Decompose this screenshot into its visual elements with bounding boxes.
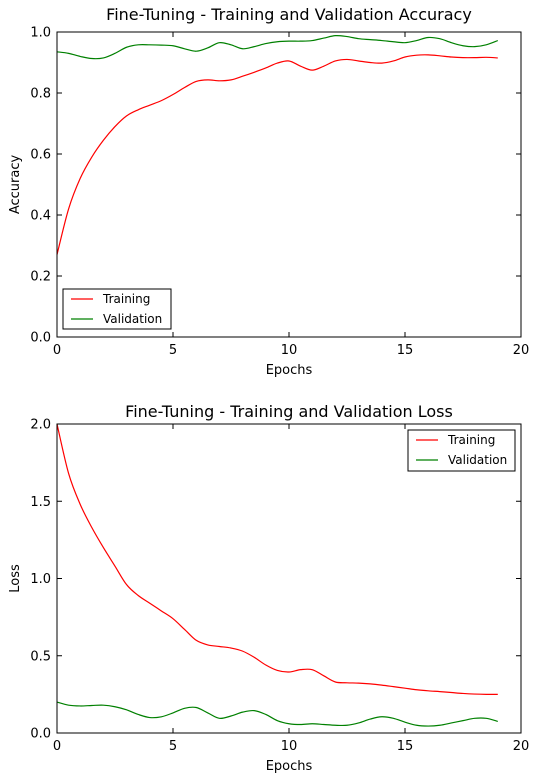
- y-tick-label: 0.0: [30, 727, 51, 742]
- chart-title: Fine-Tuning - Training and Validation Lo…: [125, 402, 453, 421]
- x-tick-label: 0: [53, 739, 61, 754]
- y-tick-label: 1.5: [30, 495, 51, 510]
- y-tick-label: 0.0: [30, 331, 51, 346]
- legend-entry-training: Training: [102, 292, 150, 306]
- x-tick-label: 20: [513, 343, 530, 358]
- series-line-validation: [56, 701, 498, 727]
- y-tick-label: 0.5: [30, 649, 51, 664]
- x-tick-label: 10: [281, 343, 298, 358]
- legend-box: [407, 429, 516, 472]
- accuracy-chart: Fine-Tuning - Training and Validation Ac…: [8, 5, 529, 378]
- legend: Training Validation: [407, 429, 516, 472]
- legend-entry-validation: Validation: [448, 453, 507, 467]
- series-line-validation: [56, 35, 499, 60]
- loss-chart: Fine-Tuning - Training and Validation Lo…: [8, 402, 529, 774]
- x-tick-label: 20: [513, 739, 530, 754]
- x-tick-label: 5: [169, 739, 177, 754]
- y-tick-label: 0.4: [30, 209, 51, 224]
- series-line-training: [56, 423, 498, 696]
- y-axis-label: Accuracy: [8, 155, 23, 215]
- chart-title: Fine-Tuning - Training and Validation Ac…: [106, 5, 472, 24]
- y-tick-label: 2.0: [30, 418, 51, 433]
- y-tick-label: 0.6: [30, 148, 51, 163]
- legend: Training Validation: [62, 288, 172, 330]
- x-axis-label: Epochs: [266, 363, 313, 378]
- series-line-training: [56, 54, 498, 255]
- legend-entry-validation: Validation: [103, 312, 162, 326]
- y-tick-label: 0.8: [30, 87, 51, 102]
- x-tick-label: 15: [397, 343, 414, 358]
- y-axis-label: Loss: [8, 564, 23, 593]
- x-tick-label: 15: [397, 739, 414, 754]
- legend-entry-training: Training: [447, 433, 495, 447]
- x-tick-label: 0: [53, 343, 61, 358]
- y-tick-label: 1.0: [30, 26, 51, 41]
- legend-box: [62, 288, 172, 330]
- y-tick-label: 1.0: [30, 572, 51, 587]
- x-axis-label: Epochs: [266, 759, 313, 774]
- y-tick-label: 0.2: [30, 270, 51, 285]
- x-tick-label: 10: [281, 739, 298, 754]
- x-tick-label: 5: [169, 343, 177, 358]
